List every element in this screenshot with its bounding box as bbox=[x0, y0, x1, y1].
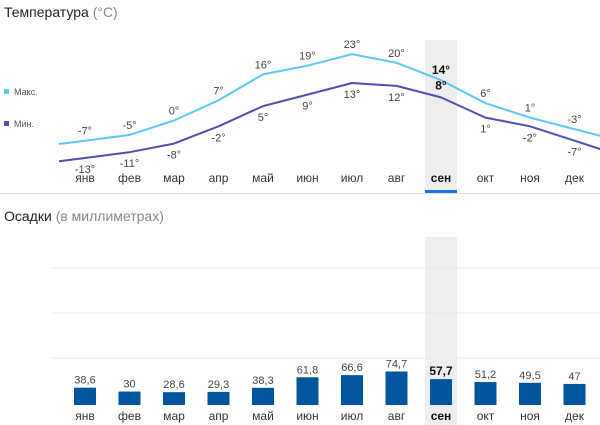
precip-bar bbox=[430, 379, 452, 405]
precip-x-tick-2: мар bbox=[163, 409, 185, 423]
precip-x-tick-5: июн bbox=[296, 409, 318, 423]
temperature-title: Температура (°C) bbox=[4, 4, 118, 20]
legend-min-swatch bbox=[4, 121, 9, 126]
precipitation-title: Осадки (в миллиметрах) bbox=[4, 208, 164, 224]
temp-x-tick-9: окт bbox=[477, 171, 495, 185]
min-temp-label: 13° bbox=[344, 89, 361, 101]
min-temp-label: -13° bbox=[75, 164, 95, 176]
max-temp-label: 7° bbox=[213, 85, 224, 97]
max-temp-label: 6° bbox=[480, 88, 491, 100]
precip-x-tick-6: июл bbox=[341, 409, 363, 423]
precip-bar bbox=[563, 383, 586, 405]
min-temp-label: -2° bbox=[523, 132, 537, 144]
max-temp-label: 20° bbox=[388, 48, 405, 60]
precip-x-tick-8: сен bbox=[431, 409, 452, 423]
temp-x-tick-5: июн bbox=[296, 171, 318, 185]
precip-bar bbox=[341, 375, 363, 405]
temp-x-tick-2: мар bbox=[163, 171, 185, 185]
precip-value-label: 49,5 bbox=[519, 370, 540, 382]
precip-x-tick-1: фев bbox=[118, 409, 141, 423]
precip-value-label: 38,6 bbox=[74, 375, 95, 387]
precip-bar bbox=[519, 382, 541, 405]
precip-x-tick-3: апр bbox=[209, 409, 229, 423]
temperature-unit: (°C) bbox=[92, 4, 118, 20]
temp-x-tick-10: ноя bbox=[520, 171, 540, 185]
legend-min-label: Мин. bbox=[14, 119, 34, 129]
temp-x-tick-1: фев bbox=[118, 171, 141, 185]
max-temp-label: 23° bbox=[344, 39, 361, 51]
precip-bar bbox=[474, 382, 497, 405]
precipitation-unit: (в миллиметрах) bbox=[55, 208, 164, 224]
precip-x-tick-0: янв bbox=[75, 409, 95, 423]
min-temp-label: -11° bbox=[120, 158, 139, 170]
selected-month-underline bbox=[425, 190, 457, 193]
precip-value-label: 38,3 bbox=[252, 375, 273, 387]
precip-x-tick-10: ноя bbox=[520, 409, 540, 423]
temperature-title-text: Температура bbox=[4, 4, 89, 20]
min-temp-label: -7° bbox=[567, 147, 581, 159]
precip-value-label: 47 bbox=[568, 371, 580, 383]
min-temperature-line bbox=[58, 82, 600, 163]
precip-value-label: 51,2 bbox=[475, 369, 496, 381]
min-temp-label: -8° bbox=[167, 150, 181, 162]
precip-value-label: 66,6 bbox=[341, 362, 362, 374]
max-temp-label: -3° bbox=[567, 114, 581, 126]
precip-x-tick-11: дек bbox=[565, 409, 585, 423]
max-temp-label: -7° bbox=[78, 126, 92, 138]
temp-x-tick-3: апр bbox=[209, 171, 229, 185]
precip-bar bbox=[163, 392, 185, 405]
precip-bar bbox=[252, 387, 274, 405]
max-temp-label: 16° bbox=[255, 59, 272, 71]
max-temp-label: -5° bbox=[122, 120, 136, 132]
precip-bar bbox=[296, 377, 319, 405]
min-temp-label: 9° bbox=[302, 101, 313, 113]
max-temp-label: 0° bbox=[169, 106, 180, 118]
precip-value-label: 74,7 bbox=[386, 358, 407, 370]
precip-bar bbox=[118, 391, 141, 405]
max-temp-label: 14° bbox=[432, 63, 450, 77]
max-temp-label: 19° bbox=[299, 51, 316, 63]
precip-bar bbox=[74, 387, 96, 405]
precip-bar bbox=[207, 391, 230, 405]
temp-x-tick-4: май bbox=[252, 171, 274, 185]
precip-bar bbox=[385, 371, 408, 405]
selected-column-highlight-temperature bbox=[425, 40, 457, 190]
min-temp-label: 12° bbox=[388, 92, 405, 104]
min-temp-label: 5° bbox=[258, 112, 269, 124]
precip-x-tick-9: окт bbox=[477, 409, 495, 423]
precip-value-label: 28,6 bbox=[163, 379, 184, 391]
section-divider bbox=[0, 193, 600, 194]
precip-x-tick-4: май bbox=[252, 409, 274, 423]
precip-value-label: 30 bbox=[123, 379, 135, 391]
precip-value-label: 57,7 bbox=[429, 364, 453, 378]
min-temp-label: 1° bbox=[480, 124, 491, 136]
min-temp-label: 8° bbox=[435, 78, 447, 92]
temp-x-tick-11: дек bbox=[565, 171, 585, 185]
legend-max-label: Макс. bbox=[14, 87, 38, 97]
legend-max-swatch bbox=[4, 89, 9, 94]
temp-x-tick-0: янв bbox=[75, 171, 95, 185]
temp-x-tick-6: июл bbox=[341, 171, 363, 185]
max-temperature-line bbox=[58, 53, 600, 145]
precipitation-title-text: Осадки bbox=[4, 208, 52, 224]
temp-x-tick-8: сен bbox=[431, 171, 452, 185]
precip-value-label: 29,3 bbox=[208, 379, 229, 391]
max-temp-label: 1° bbox=[525, 103, 536, 115]
precip-value-label: 61,8 bbox=[297, 364, 318, 376]
min-temp-label: -2° bbox=[211, 132, 225, 144]
precip-x-tick-7: авг bbox=[388, 409, 406, 423]
temp-x-tick-7: авг bbox=[388, 171, 406, 185]
